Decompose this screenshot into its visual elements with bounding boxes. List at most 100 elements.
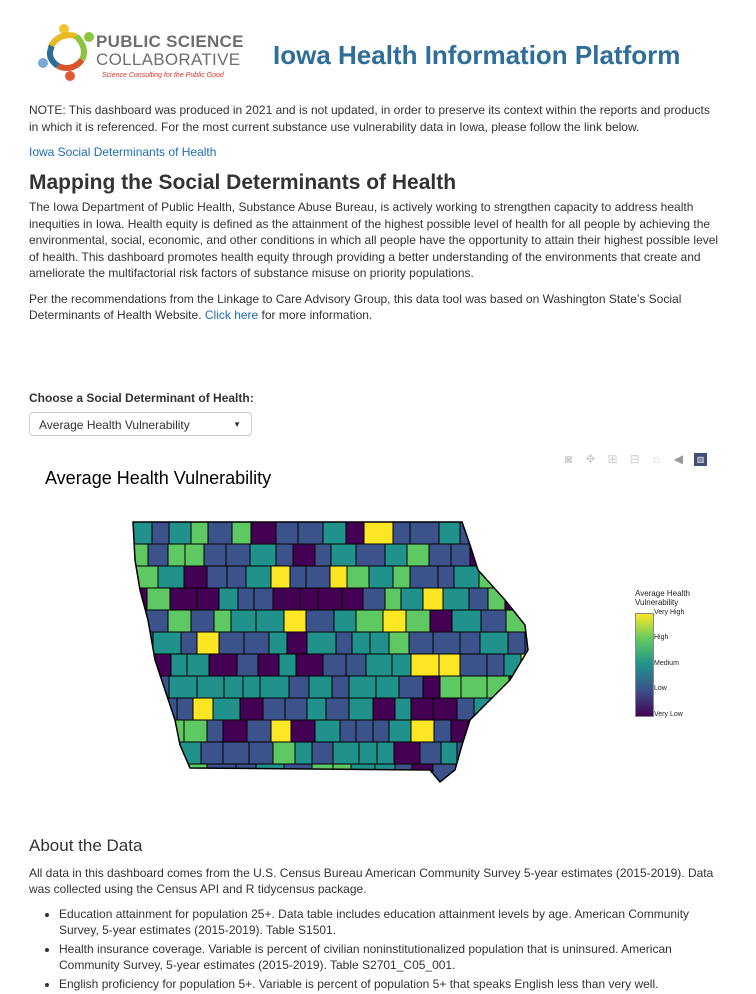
census-tract[interactable] [495, 763, 516, 786]
census-tract[interactable] [438, 522, 461, 545]
census-tract[interactable] [450, 543, 471, 567]
census-tract[interactable] [422, 675, 441, 699]
camera-icon[interactable]: ◙ [564, 451, 573, 466]
census-tract[interactable] [519, 719, 540, 743]
census-tract[interactable] [433, 719, 452, 743]
census-tract[interactable] [306, 631, 337, 655]
census-tract[interactable] [272, 587, 301, 611]
census-tract[interactable] [305, 565, 331, 589]
census-tract[interactable] [372, 697, 396, 721]
census-tract[interactable] [333, 609, 357, 633]
census-tract[interactable] [206, 763, 237, 786]
census-tract[interactable] [332, 741, 360, 765]
census-tract[interactable] [503, 565, 524, 589]
census-tract[interactable] [455, 763, 473, 786]
census-tract[interactable] [388, 631, 410, 655]
census-tract[interactable] [355, 609, 384, 633]
census-tract[interactable] [268, 631, 288, 655]
census-tract[interactable] [484, 522, 504, 545]
census-tract[interactable] [278, 653, 297, 677]
census-tract[interactable] [410, 719, 435, 743]
census-tract[interactable] [283, 763, 313, 786]
census-tract[interactable] [325, 697, 350, 721]
census-tract[interactable] [372, 719, 390, 743]
census-tract[interactable] [152, 631, 182, 655]
census-tract[interactable] [237, 587, 255, 611]
census-tract[interactable] [520, 741, 537, 765]
census-tract[interactable] [485, 719, 504, 743]
census-tract[interactable] [222, 719, 248, 743]
census-tract[interactable] [207, 522, 233, 545]
census-tract[interactable] [292, 543, 316, 567]
census-tract[interactable] [459, 653, 488, 677]
census-tract[interactable] [365, 653, 393, 677]
census-tract[interactable] [524, 522, 540, 545]
census-tract[interactable] [362, 587, 386, 611]
census-tract[interactable] [322, 653, 347, 677]
census-tract[interactable] [405, 609, 431, 633]
census-tract[interactable] [248, 741, 274, 765]
census-tract[interactable] [130, 741, 153, 765]
census-tract[interactable] [411, 763, 434, 786]
census-tract[interactable] [243, 631, 270, 655]
census-tract[interactable] [394, 763, 413, 786]
census-tract[interactable] [480, 609, 507, 633]
census-tract[interactable] [255, 609, 285, 633]
census-tract[interactable] [392, 565, 411, 589]
census-tract[interactable] [317, 587, 343, 611]
census-tract[interactable] [341, 587, 364, 611]
public-science-collaborative-logo[interactable]: PUBLIC SCIENCE COLLABORATIVE Science Con… [36, 20, 246, 82]
census-tract[interactable] [355, 543, 386, 567]
census-tract[interactable] [212, 697, 241, 721]
census-tract[interactable] [495, 697, 526, 721]
census-tract[interactable] [130, 697, 159, 721]
census-tract[interactable] [409, 565, 439, 589]
census-tract[interactable] [272, 741, 296, 765]
census-tract[interactable] [384, 543, 408, 567]
census-tract[interactable] [206, 719, 224, 743]
census-tract[interactable] [289, 565, 307, 589]
census-tract[interactable] [429, 609, 453, 633]
census-tract[interactable] [190, 522, 209, 545]
census-tract[interactable] [438, 653, 461, 677]
zoom-out-icon[interactable]: ⊟ [629, 451, 640, 466]
census-tract[interactable] [167, 543, 186, 567]
census-tract[interactable] [514, 543, 540, 567]
census-tract[interactable] [419, 741, 442, 765]
census-tract[interactable] [294, 741, 313, 765]
census-tract[interactable] [299, 587, 319, 611]
census-tract[interactable] [130, 675, 150, 699]
census-tract[interactable] [439, 675, 462, 699]
census-tract[interactable] [388, 719, 412, 743]
census-tract[interactable] [453, 565, 480, 589]
census-tract[interactable] [355, 719, 374, 743]
census-tract[interactable] [290, 719, 316, 743]
census-tract[interactable] [410, 653, 440, 677]
census-tract[interactable] [275, 543, 294, 567]
census-tract[interactable] [151, 522, 170, 545]
census-tract[interactable] [270, 719, 292, 743]
census-tract[interactable] [130, 653, 152, 677]
census-tract[interactable] [284, 697, 308, 721]
census-tract[interactable] [467, 719, 487, 743]
census-tract[interactable] [170, 653, 188, 677]
census-tract[interactable] [306, 697, 327, 721]
census-tract[interactable] [208, 653, 238, 677]
census-tract[interactable] [393, 741, 421, 765]
census-tract[interactable] [351, 631, 371, 655]
census-tract[interactable] [255, 763, 285, 786]
census-tract[interactable] [259, 675, 290, 699]
census-tract[interactable] [192, 697, 214, 721]
census-tract[interactable] [432, 697, 458, 721]
census-tract[interactable] [382, 609, 407, 633]
census-tract[interactable] [502, 522, 526, 545]
census-tract[interactable] [376, 741, 395, 765]
census-tract[interactable] [504, 587, 523, 611]
census-tract[interactable] [295, 653, 324, 677]
census-tract[interactable] [257, 653, 280, 677]
census-tract[interactable] [368, 565, 394, 589]
census-tract[interactable] [329, 565, 348, 589]
census-tract[interactable] [432, 631, 461, 655]
census-tract[interactable] [408, 631, 434, 655]
census-tract[interactable] [311, 763, 334, 786]
